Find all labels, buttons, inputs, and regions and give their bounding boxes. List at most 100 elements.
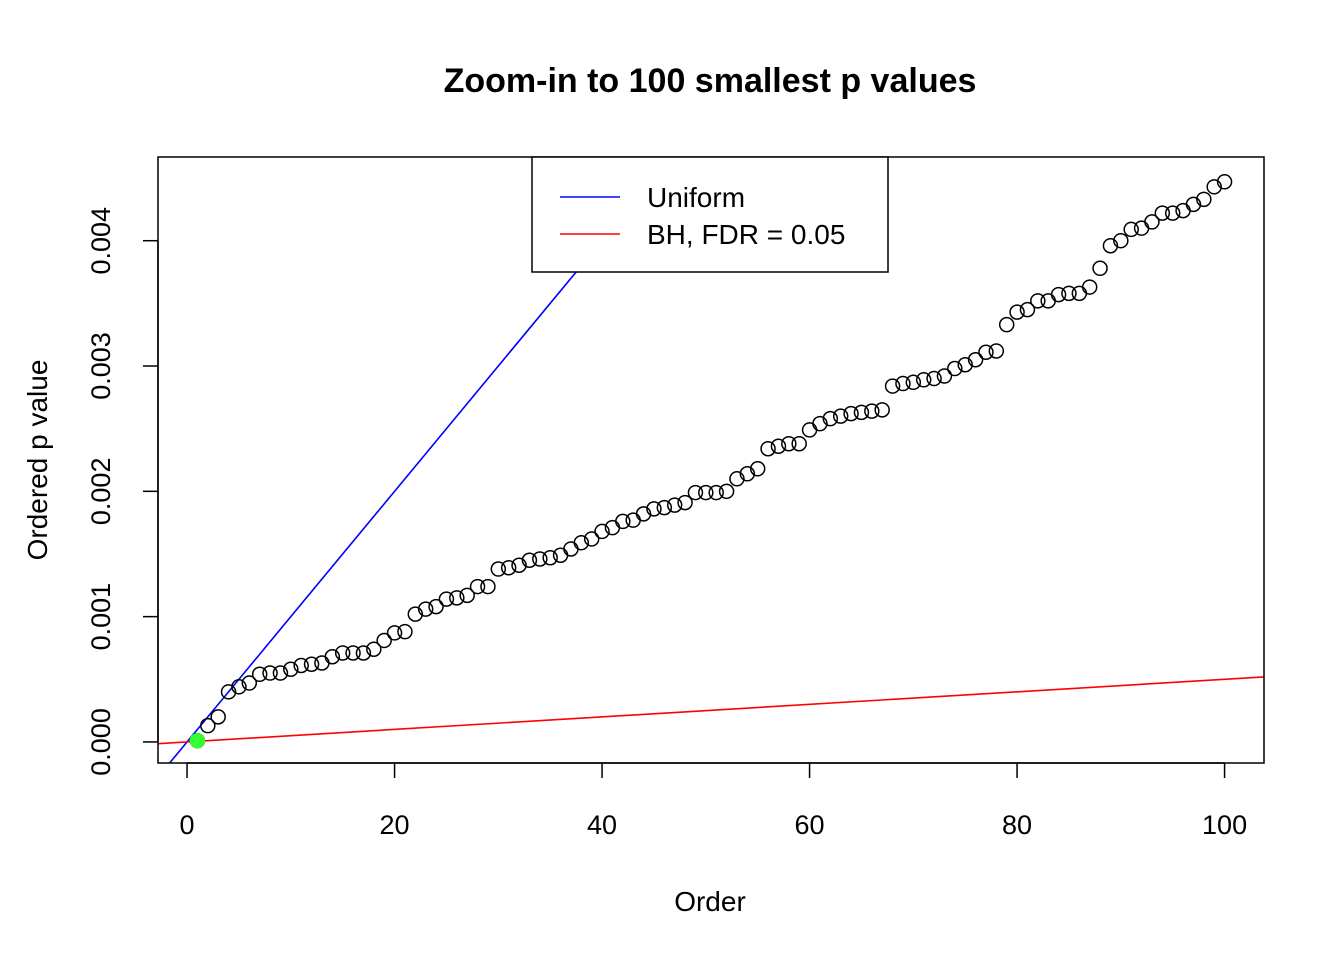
data-point (438, 591, 455, 607)
x-axis: 0 20 40 60 80 100 (180, 762, 1247, 840)
data-point (542, 549, 558, 566)
data-point (822, 410, 839, 427)
data-point (345, 645, 361, 661)
data-point (625, 512, 641, 528)
data-point (729, 471, 745, 487)
reference-lines (158, 157, 1264, 763)
data-point (760, 440, 776, 457)
data-point (967, 352, 984, 368)
data-point (1185, 196, 1202, 213)
x-tick-label: 40 (587, 810, 617, 840)
data-point (314, 655, 330, 671)
data-point (1009, 304, 1025, 320)
data-point (355, 645, 372, 661)
data-point (500, 560, 517, 576)
x-tick-label: 20 (380, 810, 410, 840)
data-point (210, 709, 226, 725)
data-point (915, 372, 932, 388)
data-point (739, 466, 756, 482)
data-point (988, 343, 1005, 359)
data-point (615, 513, 631, 530)
data-point (532, 551, 548, 567)
data-point (832, 408, 849, 424)
data-point (459, 587, 475, 604)
data-point (594, 523, 610, 540)
data-point (677, 494, 693, 511)
data-point (480, 578, 496, 595)
data-point (1216, 174, 1233, 190)
chart-title: Zoom-in to 100 smallest p values (444, 62, 977, 100)
data-point (1061, 285, 1077, 302)
data-point (1123, 221, 1139, 238)
legend-box (531, 156, 889, 273)
highlighted-point (189, 732, 206, 749)
data-point (511, 557, 527, 574)
data-point (791, 435, 807, 452)
data-point (1019, 301, 1036, 318)
y-tick-label: 0.003 (86, 332, 116, 400)
data-point (1030, 293, 1046, 309)
y-tick-label: 0.002 (86, 458, 116, 526)
data-point (583, 531, 600, 547)
data-point (864, 403, 880, 419)
data-point (978, 344, 994, 360)
data-point (366, 641, 382, 657)
data-point (573, 534, 590, 551)
data-point (1113, 232, 1129, 249)
data-point (200, 717, 216, 734)
data-point (656, 499, 673, 516)
data-point (749, 461, 766, 477)
data-point (646, 501, 662, 517)
data-point (407, 606, 424, 622)
x-tick-label: 60 (795, 810, 825, 840)
data-point (1164, 205, 1181, 221)
data-point (781, 435, 797, 452)
data-point (1175, 202, 1191, 219)
data-point (1144, 214, 1160, 230)
data-point (1050, 286, 1067, 303)
data-point (417, 601, 434, 617)
data-point (469, 578, 486, 595)
data-point (1196, 191, 1212, 208)
data-point (1081, 279, 1098, 295)
data-point (552, 547, 569, 563)
data-point (926, 370, 942, 387)
data-point (262, 665, 278, 681)
data-point (708, 484, 724, 501)
data-point (687, 484, 704, 501)
data-point (334, 645, 351, 661)
data-point (1092, 260, 1108, 277)
data-point (428, 598, 444, 615)
data-point (936, 368, 953, 384)
x-tick-label: 80 (1002, 810, 1032, 840)
data-point (1133, 220, 1150, 236)
data-point (666, 497, 683, 513)
y-axis: 0.000 0.001 0.002 0.003 0.004 (86, 207, 159, 776)
data-point (272, 665, 289, 681)
data-point (449, 590, 465, 606)
data-point (293, 657, 309, 674)
data-point (905, 374, 922, 391)
legend-label-bh: BH, FDR = 0.05 (647, 219, 845, 250)
data-point (386, 625, 403, 641)
x-axis-label: Order (674, 886, 746, 917)
data-point (1206, 179, 1222, 195)
x-tick-label: 100 (1202, 810, 1247, 840)
data-point (324, 648, 341, 665)
data-point (801, 422, 818, 438)
data-point (718, 483, 735, 500)
data-point (895, 375, 911, 392)
data-point (812, 415, 828, 432)
data-point (251, 666, 268, 683)
y-axis-label: Ordered p value (22, 360, 53, 561)
y-tick-label: 0.004 (86, 207, 116, 275)
data-point (241, 675, 258, 691)
data-point (998, 316, 1015, 333)
data-point (376, 632, 392, 649)
data-point (521, 552, 538, 568)
legend: Uniform BH, FDR = 0.05 (531, 156, 889, 273)
y-tick-label: 0.000 (86, 708, 116, 776)
data-point (853, 404, 870, 421)
data-point (397, 623, 413, 640)
